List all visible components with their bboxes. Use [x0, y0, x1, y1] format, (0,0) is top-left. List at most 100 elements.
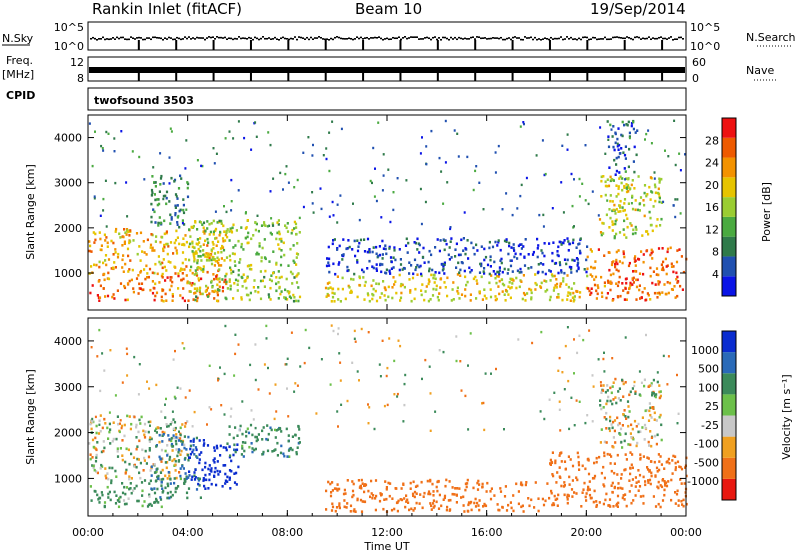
velocity-cell	[230, 407, 233, 410]
power-cell	[548, 298, 552, 302]
velocity-cell	[483, 428, 486, 432]
power-cell	[302, 205, 305, 209]
power-cell	[283, 296, 286, 299]
velocity-ytick-label: 3000	[54, 381, 82, 394]
power-cell	[182, 198, 185, 201]
velocity-cell	[412, 509, 415, 512]
velocity-cell	[639, 394, 642, 397]
power-cell	[266, 225, 269, 228]
nsky-point	[370, 37, 372, 39]
power-cell	[509, 277, 512, 281]
power-cell	[208, 259, 211, 262]
velocity-cell	[413, 490, 417, 494]
power-cell	[153, 298, 156, 302]
velocity-cell	[543, 417, 546, 421]
power-cell	[152, 208, 155, 211]
velocity-cell	[184, 422, 187, 425]
velocity-cell	[254, 447, 257, 451]
velocity-cell	[437, 507, 441, 510]
power-cell	[178, 225, 181, 229]
power-cell	[610, 282, 613, 285]
power-cell	[613, 158, 616, 162]
power-cell	[181, 222, 184, 225]
power-cell	[563, 258, 567, 261]
power-cell	[351, 248, 354, 251]
power-cell	[206, 255, 209, 259]
power-cell	[518, 271, 521, 274]
power-cell	[665, 265, 668, 268]
power-cell	[379, 262, 382, 266]
velocity-cell	[148, 449, 151, 452]
power-cell	[333, 300, 336, 303]
power-cell	[291, 282, 294, 285]
nsky-point	[192, 37, 194, 39]
velocity-cell	[229, 415, 232, 418]
power-cell	[171, 293, 174, 296]
velocity-cell	[266, 438, 269, 442]
nsky-point	[248, 36, 250, 39]
velocity-cell	[416, 484, 419, 488]
nsky-point	[606, 38, 608, 41]
velocity-cell	[136, 445, 139, 448]
velocity-cell	[167, 434, 170, 437]
power-cell	[152, 286, 155, 290]
cpid-program: twofsound 3503	[94, 94, 194, 107]
velocity-cell	[619, 427, 623, 431]
power-cell	[501, 208, 504, 211]
power-cell	[202, 270, 205, 273]
power-cell	[634, 199, 637, 202]
velocity-cell	[370, 479, 373, 483]
power-cell	[374, 289, 377, 293]
power-cell	[198, 241, 201, 244]
velocity-cell	[606, 384, 609, 387]
velocity-cell	[628, 393, 631, 397]
velocity-cell	[588, 493, 592, 497]
power-cell	[184, 234, 187, 237]
power-cell	[93, 241, 96, 244]
velocity-cell	[287, 449, 291, 452]
velocity-cell	[638, 485, 642, 488]
velocity-cell	[128, 462, 131, 466]
velocity-cell	[575, 492, 578, 495]
velocity-cell	[325, 489, 328, 493]
power-cell	[570, 287, 573, 290]
velocity-cell	[435, 500, 438, 504]
power-cell	[642, 199, 645, 202]
velocity-cell	[298, 441, 301, 444]
power-cell	[457, 292, 460, 295]
velocity-cell	[228, 425, 231, 428]
nsky-point	[406, 37, 408, 40]
power-cell	[536, 255, 539, 259]
velocity-cell	[635, 444, 638, 448]
velocity-cell	[229, 487, 232, 490]
power-cell	[420, 272, 423, 276]
velocity-cell	[133, 415, 136, 419]
nsky-point	[214, 38, 216, 40]
velocity-cell	[161, 487, 164, 490]
nsky-point	[374, 36, 376, 39]
velocity-cell	[482, 505, 485, 508]
power-cell	[458, 297, 461, 300]
power-cell	[98, 260, 101, 264]
nsky-gap-marker	[362, 40, 365, 50]
velocity-cell	[595, 456, 598, 460]
velocity-cell	[174, 469, 177, 472]
velocity-cell	[213, 457, 216, 460]
power-cell	[210, 250, 213, 253]
power-cell	[614, 265, 617, 269]
velocity-cell	[169, 490, 172, 494]
power-cell	[623, 208, 626, 212]
velocity-cell	[680, 482, 683, 485]
power-cell	[595, 289, 598, 293]
power-cell	[602, 222, 605, 225]
velocity-cell	[148, 495, 151, 498]
power-cell	[239, 258, 242, 261]
power-cell	[624, 170, 627, 173]
power-cell	[604, 184, 607, 188]
power-cell	[216, 288, 220, 291]
power-cell	[387, 285, 390, 289]
power-cell	[552, 289, 555, 292]
power-cell	[495, 281, 498, 285]
power-cell	[371, 297, 374, 301]
velocity-cell	[278, 427, 281, 430]
